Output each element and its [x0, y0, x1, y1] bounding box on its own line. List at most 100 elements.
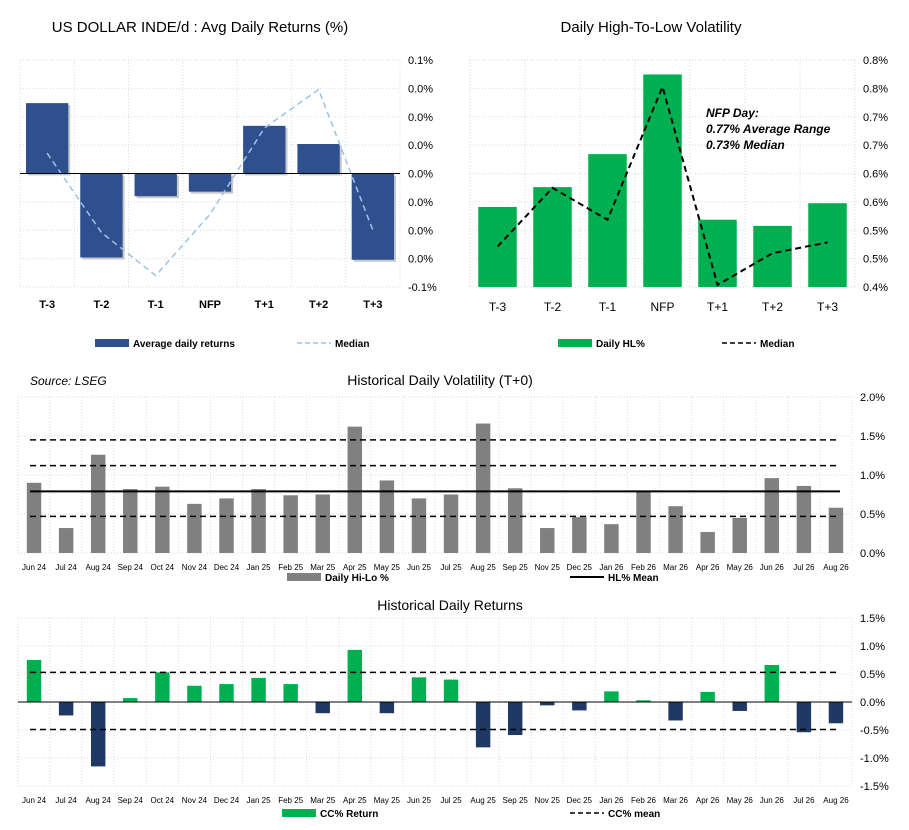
- x-tick-label: Mar 26: [663, 563, 688, 572]
- x-tick-label: Sep 25: [503, 796, 529, 805]
- bar: [243, 125, 286, 174]
- bar: [732, 702, 747, 711]
- bar: [572, 702, 587, 711]
- x-tick-label: Dec 25: [567, 563, 593, 572]
- x-tick-label: T-3: [39, 299, 55, 311]
- bar: [643, 74, 682, 287]
- x-tick-label: Apr 25: [343, 563, 367, 572]
- bar: [636, 700, 651, 702]
- x-tick-label: Aug 26: [823, 563, 849, 572]
- annotation-text: 0.77% Average Range: [706, 122, 831, 136]
- x-tick-label: T+3: [817, 300, 838, 314]
- bar: [753, 225, 792, 287]
- bar: [540, 528, 555, 553]
- x-tick-label: Feb 26: [631, 563, 656, 572]
- bar: [123, 489, 138, 553]
- y-tick-label: 0.5%: [863, 254, 888, 266]
- bar: [636, 490, 651, 553]
- x-tick-label: Feb 25: [278, 563, 303, 572]
- bar: [219, 684, 234, 702]
- bar: [828, 507, 844, 553]
- y-tick-label: 0.5%: [860, 509, 885, 521]
- x-tick-label: Jan 26: [599, 563, 624, 572]
- x-tick-label: Dec 24: [214, 563, 240, 572]
- legend-label: CC% mean: [608, 809, 660, 820]
- y-tick-label: -1.0%: [860, 753, 889, 765]
- x-tick-label: T+1: [255, 299, 274, 311]
- x-tick-label: Jun 25: [407, 796, 432, 805]
- y-tick-label: 1.5%: [860, 431, 885, 443]
- y-tick-label: -0.1%: [408, 282, 437, 294]
- x-tick-label: T+1: [707, 300, 728, 314]
- x-tick-label: Apr 25: [343, 796, 367, 805]
- bar: [283, 684, 298, 702]
- bar: [668, 702, 683, 721]
- x-tick-label: May 26: [727, 796, 754, 805]
- bar: [828, 702, 844, 724]
- bar: [533, 187, 572, 287]
- legend-label: Daily HL%: [596, 339, 645, 350]
- y-tick-label: 0.0%: [860, 697, 885, 709]
- source-label: Source: LSEG: [30, 374, 107, 388]
- y-tick-label: 0.5%: [860, 669, 885, 681]
- x-tick-label: T+3: [363, 299, 382, 311]
- bar: [700, 531, 715, 553]
- y-tick-label: 0.7%: [863, 112, 888, 124]
- x-tick-label: Jan 25: [247, 563, 272, 572]
- x-tick-label: Nov 25: [535, 563, 561, 572]
- y-tick-label: 0.0%: [408, 169, 433, 181]
- x-tick-label: Mar 25: [310, 563, 335, 572]
- x-tick-label: Jun 24: [22, 796, 47, 805]
- bar: [219, 498, 234, 553]
- x-tick-label: T+2: [762, 300, 783, 314]
- bar: [507, 488, 523, 553]
- median-line: [46, 88, 374, 277]
- legend-label: Average daily returns: [133, 339, 235, 350]
- chart-title: Historical Daily Returns: [377, 597, 522, 613]
- median-line: [496, 83, 828, 287]
- y-tick-label: -1.5%: [860, 781, 889, 793]
- x-tick-label: May 25: [374, 796, 401, 805]
- x-tick-label: Oct 24: [151, 563, 175, 572]
- bar: [351, 173, 395, 260]
- x-tick-label: Jun 26: [760, 796, 785, 805]
- legend-swatch: [95, 339, 129, 347]
- x-tick-label: Apr 26: [696, 796, 720, 805]
- y-tick-label: 0.5%: [863, 225, 888, 237]
- bar: [764, 478, 780, 553]
- bar: [478, 206, 517, 287]
- bar: [347, 649, 363, 702]
- bar: [475, 702, 491, 748]
- x-tick-label: Sep 24: [118, 796, 144, 805]
- chart-2: Daily High-To-Low Volatility 0.8% 0.8% 0.7%…: [469, 19, 888, 350]
- legend-label: CC% Return: [320, 809, 378, 820]
- bar: [572, 517, 587, 553]
- chart-title: Historical Daily Volatility (T+0): [347, 372, 533, 388]
- bar: [251, 677, 266, 702]
- y-tick-label: 0.0%: [860, 548, 885, 560]
- legend-label: Median: [335, 339, 369, 350]
- bar: [26, 482, 42, 553]
- bar: [796, 702, 812, 733]
- y-tick-label: 0.8%: [863, 83, 888, 95]
- x-tick-label: Aug 24: [86, 796, 112, 805]
- bar: [134, 173, 177, 197]
- y-tick-label: 0.0%: [408, 197, 433, 209]
- chart-title: US DOLLAR INDE/d : Avg Daily Returns (%): [52, 19, 348, 36]
- y-tick-label: 0.1%: [408, 55, 433, 67]
- x-tick-label: T-1: [599, 300, 617, 314]
- bar: [764, 665, 780, 702]
- x-tick-label: Oct 24: [151, 796, 175, 805]
- x-tick-label: Jun 26: [760, 563, 785, 572]
- chart-3: Historical Daily Volatility (T+0) 2.0% 1.5…: [17, 372, 885, 584]
- y-tick-label: 1.0%: [860, 470, 885, 482]
- bar: [796, 485, 812, 553]
- x-tick-label: Aug 25: [470, 563, 496, 572]
- bar: [507, 702, 523, 736]
- x-tick-label: T+2: [309, 299, 328, 311]
- x-tick-label: Jan 25: [247, 796, 272, 805]
- bar: [58, 702, 74, 716]
- x-tick-label: Aug 26: [823, 796, 849, 805]
- legend-label: Median: [760, 339, 794, 350]
